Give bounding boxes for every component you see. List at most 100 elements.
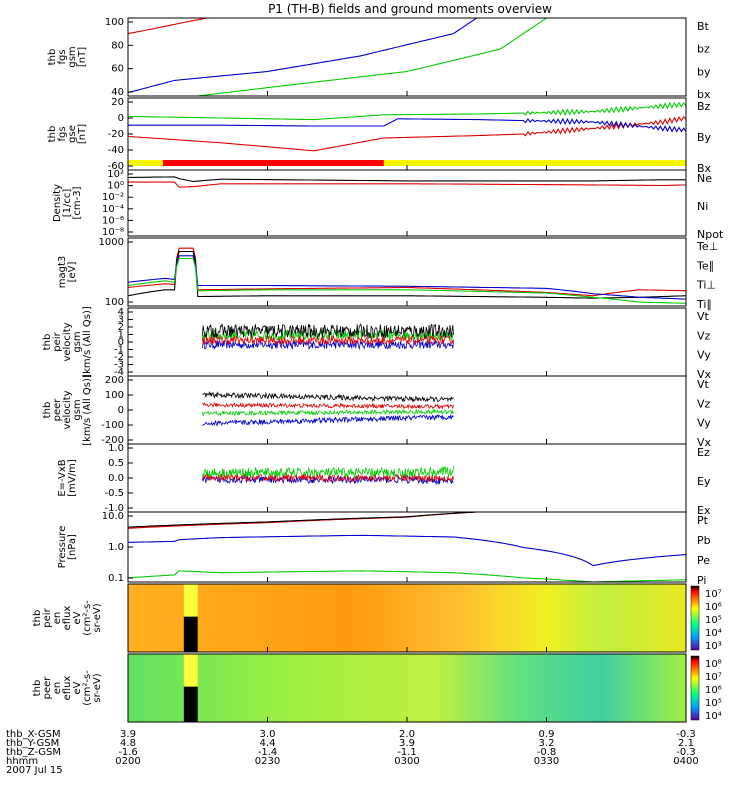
efield-ytick-label: -0.5 [104,488,124,499]
quality-flag-bar [128,160,686,166]
peir-ytick-label: -4 [114,367,124,378]
xaxis-tick-value: -1.1 [397,747,417,758]
peer_spec-colorbar-tick: 10⁷ [705,672,722,683]
fgs-ytick-label: 40 [111,87,124,98]
temp-series-Ti⊥ [127,255,687,300]
fgs-ylabel: gsm [67,46,78,67]
peir-ylabel: gsm [72,331,83,352]
fgl-ylabel: [nT] [77,124,88,144]
flag-red [162,160,384,166]
peir-ytick-label: 3 [118,315,124,326]
peir-series-Vz [202,334,454,346]
fgl-legend-0: Bz [697,100,711,113]
efield-series-Ez [202,473,454,483]
panel-peir_spec: 10⁷ 10⁶ 10⁵ 10⁴ 10³ thb peir en eflux eV (cm²-s-sr… [32,583,722,653]
temp-ylabel: magt3 [57,256,68,289]
xaxis-row-label: 2007 Jul 15 [6,765,63,776]
temp-ytick-label: 1000 [99,237,124,248]
xaxis-tick-value: 4.8 [120,738,136,749]
peir_spec-no-data-block [183,616,198,652]
flag-yellow [128,160,686,166]
fgs-frame [127,17,687,97]
density-ytick-label: 10⁻⁴ [102,204,124,215]
fgs-ylabel: thb [47,49,58,66]
xaxis-tick-value: 0200 [115,756,140,767]
pressure-legend-0: Pt [697,514,709,527]
fgs-legend-1: bz [697,43,710,56]
peir-series-Vt [202,323,454,340]
peir_spec-ylabel: thb [32,610,43,627]
peer-legend-0: Vt [697,378,710,391]
fgl-ylabel: thb [47,126,58,143]
fgl-series-Bx [128,117,687,133]
temp-legend-0: Te⊥ [696,240,718,253]
xaxis-tick-value: 3.0 [260,729,276,740]
peer_spec-ylabel: eV [72,681,83,694]
xaxis-tick-value: 2.1 [678,738,694,749]
xaxis-tick-value: -1.4 [258,747,278,758]
peer_spec-ylabel: (cm²-s- [82,670,93,706]
peer-series-Vt [202,390,454,403]
peer-ytick-label: -100 [101,420,124,431]
peir_spec-ylabel: en [52,612,63,625]
peer-series-Vy [202,408,454,417]
density-ytick-label: 10² [107,169,124,180]
fgs-series-bx [127,17,478,94]
fgl-legend-2: Bx [697,162,712,175]
peir_spec-ylabel: eV [72,611,83,624]
xaxis-tick-value: 3.9 [399,738,415,749]
panel-peer_spec: 10⁸ 10⁷ 10⁶ 10⁵ 10⁴ thb peer en eflux eV (cm²-s-sr… [32,653,722,723]
efield-legend-2: Ex [697,504,711,517]
peir-ytick-label: -2 [114,352,124,363]
peir_spec-spectrogram [128,584,686,652]
peir_spec-colorbar-tick: 10⁵ [705,615,722,626]
peer-ylabel: [km/s (All Qs)] [82,374,93,446]
peir-ytick-label: -3 [114,360,124,371]
pressure-ylabel: [nPa] [67,534,78,560]
fgl-ytick-label: -60 [108,161,124,172]
panel-temp: 1000 100 magt3 [eV] Te⊥ Te∥ Ti⊥ Ti∥ [57,237,718,311]
density-series-Ne [128,181,687,188]
xaxis-row-label: hhmm [6,756,38,767]
panel-peer: 200 100 0 -100 -200 thb peer velocity gsm [km/s (… [42,374,712,449]
peer_spec-colorbar [690,655,700,721]
pressure-series-Pi [127,534,687,567]
fgl-series-Bz [127,115,687,152]
pressure-ylabel: Pressure [57,526,68,569]
peir-ytick-label: -1 [114,345,124,356]
figure-title: P1 (TH-B) fields and ground moments over… [268,2,552,16]
peir_spec-ylabel: eflux [62,606,73,631]
peer-legend-1: Vz [697,397,711,410]
xaxis-row-label: thb_X-GSM [6,729,61,740]
peer_spec-colorbar-tick: 10⁶ [705,685,722,696]
panel-fgs: 100 80 60 40 thb fgs gsm [nT] Bt bz by bx [47,17,711,101]
xaxis-tick-value: 0300 [394,756,419,767]
peir-legend-0: Vt [697,310,710,323]
efield-ytick-label: 0.0 [108,473,124,484]
xaxis-tick-value: -0.3 [676,747,696,758]
peir-legend-1: Vz [697,329,711,342]
pressure-ytick-label: 0.1 [108,573,124,584]
peer_spec-ylabel: en [52,682,63,695]
peir-legend-2: Vy [697,349,711,362]
xaxis-tick-value: 0.9 [539,729,555,740]
xaxis-row-label: thb_Z-GSM [6,747,61,758]
peir-ylabel: velocity [62,322,73,361]
efield-ytick-label: -1.0 [104,503,124,514]
pressure-legend-2: Pe [697,554,710,567]
efield-legend-1: Ey [697,475,711,488]
peir-ytick-label: 0 [118,337,124,348]
xaxis-tick-value: -0.3 [676,729,696,740]
xaxis-tick-value: 2.0 [399,729,415,740]
density-ytick-label: 10⁻⁸ [102,227,124,238]
fgl-series-By [128,101,687,121]
peer-ylabel: gsm [72,399,83,420]
peer-ytick-label: 100 [105,390,124,401]
peir_spec-colorbar-tick: 10³ [705,641,722,652]
peer_spec-ylabel: peer [42,676,53,700]
pressure-ytick-label: 10.0 [102,511,124,522]
panel-fgl: 20 0 -20 -40 -60 thb fgs gse [nT] Bz By Bx [47,97,712,175]
